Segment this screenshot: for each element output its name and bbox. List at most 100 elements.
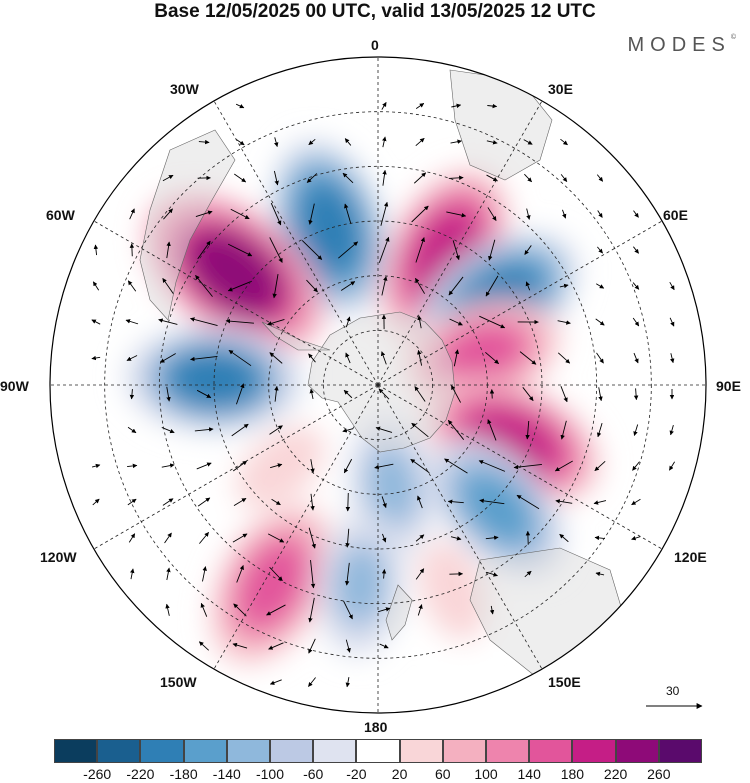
wind-vector bbox=[273, 170, 279, 186]
wind-vector bbox=[231, 423, 249, 437]
wind-vector bbox=[308, 527, 316, 549]
wind-vector bbox=[633, 424, 639, 436]
wind-vector bbox=[524, 570, 532, 578]
wind-vector bbox=[129, 389, 135, 400]
wind-vector bbox=[164, 532, 172, 544]
wind-vectors bbox=[91, 102, 675, 688]
wind-vector bbox=[195, 275, 213, 297]
wind-vector bbox=[487, 103, 498, 109]
wind-vector bbox=[236, 383, 245, 405]
wind-vector bbox=[555, 499, 573, 504]
meridian-line bbox=[213, 384, 379, 670]
wind-vector bbox=[308, 638, 316, 654]
colorbar-segment bbox=[313, 739, 357, 763]
wind-vector bbox=[525, 420, 530, 440]
wind-vector bbox=[92, 281, 100, 291]
wind-vector bbox=[415, 568, 425, 580]
wind-vector bbox=[92, 498, 100, 506]
wind-vector bbox=[269, 425, 283, 435]
wind-vector bbox=[345, 316, 351, 328]
colorbar-segment bbox=[356, 739, 400, 763]
wind-vector bbox=[453, 349, 460, 367]
antarctica bbox=[307, 311, 456, 453]
wind-vector bbox=[127, 280, 137, 292]
wind-vector bbox=[415, 137, 425, 147]
colorbar-tick-label: -260 bbox=[83, 766, 112, 782]
wind-vector bbox=[194, 427, 214, 432]
wind-vector bbox=[267, 533, 285, 543]
wind-vector bbox=[633, 388, 639, 401]
wind-vector bbox=[344, 562, 350, 586]
wind-vector bbox=[195, 210, 213, 217]
wind-vector bbox=[129, 208, 135, 220]
wind-vector bbox=[524, 245, 532, 255]
wind-vector bbox=[378, 388, 390, 400]
wind-vector bbox=[593, 500, 607, 505]
wind-vector bbox=[127, 463, 138, 469]
anomaly-blob bbox=[188, 231, 281, 315]
wind-vector bbox=[452, 240, 460, 261]
colorbar-segment bbox=[615, 739, 659, 763]
wind-vector bbox=[524, 173, 532, 183]
wind-vector bbox=[128, 533, 136, 543]
wind-vector bbox=[489, 605, 495, 615]
colorbar-segment bbox=[183, 739, 227, 763]
lon-label-60w: 60W bbox=[46, 207, 75, 223]
lon-label-90e: 90E bbox=[716, 378, 741, 394]
wind-vector bbox=[342, 172, 354, 184]
lon-label-60e: 60E bbox=[663, 207, 688, 223]
wind-vector bbox=[560, 420, 567, 440]
wind-vector bbox=[375, 426, 393, 433]
wind-vector bbox=[631, 498, 641, 506]
colorbar-segment bbox=[486, 739, 530, 763]
colorbar-segment bbox=[658, 739, 703, 763]
colorbar-tick-label: 100 bbox=[474, 766, 498, 782]
wind-vector bbox=[523, 139, 533, 145]
wind-vector bbox=[382, 533, 387, 543]
colorbar bbox=[54, 739, 703, 763]
colorbar-tick-label: -220 bbox=[126, 766, 155, 782]
wind-vector bbox=[227, 243, 253, 257]
wind-vector bbox=[446, 211, 467, 218]
wind-vector bbox=[374, 463, 394, 470]
wind-vector bbox=[669, 425, 674, 436]
wind-vector bbox=[166, 241, 171, 259]
wind-vector bbox=[232, 533, 248, 543]
wind-vector bbox=[269, 237, 283, 263]
wind-vector bbox=[632, 282, 640, 290]
wind-vector bbox=[345, 528, 350, 548]
wind-vector bbox=[554, 460, 573, 472]
wind-vector bbox=[190, 356, 218, 362]
wind-vector bbox=[594, 460, 606, 472]
wind-vector bbox=[340, 281, 356, 291]
colorbar-tick-label: 180 bbox=[560, 766, 585, 782]
colorbar-tick-label: 260 bbox=[647, 766, 671, 782]
vector-scale-arrow bbox=[646, 703, 703, 709]
wind-vector bbox=[306, 173, 318, 183]
colorbar-tick-label: 20 bbox=[391, 766, 408, 782]
wind-vector bbox=[162, 277, 174, 294]
wind-vector bbox=[126, 355, 138, 361]
colorbar-segment bbox=[399, 739, 443, 763]
wind-vector bbox=[165, 603, 170, 616]
colorbar-segment bbox=[572, 739, 616, 763]
wind-vector bbox=[598, 387, 603, 402]
map-border bbox=[49, 56, 707, 714]
wind-vector bbox=[343, 458, 353, 474]
wind-vector bbox=[271, 498, 281, 506]
wind-vector bbox=[198, 641, 210, 651]
wind-vector bbox=[272, 274, 279, 299]
wind-vector bbox=[130, 568, 135, 580]
wind-vector bbox=[233, 603, 247, 617]
wind-vector bbox=[631, 536, 641, 541]
wind-vector bbox=[163, 208, 173, 220]
wind-vector bbox=[227, 280, 252, 292]
wind-vector bbox=[382, 136, 387, 148]
wind-vector bbox=[417, 604, 423, 616]
wind-vector bbox=[377, 607, 391, 613]
anomaly-blob bbox=[239, 542, 305, 627]
wind-vector bbox=[310, 493, 315, 511]
wind-vector bbox=[413, 172, 427, 184]
wind-vector bbox=[596, 352, 604, 364]
wind-vector bbox=[519, 351, 537, 365]
